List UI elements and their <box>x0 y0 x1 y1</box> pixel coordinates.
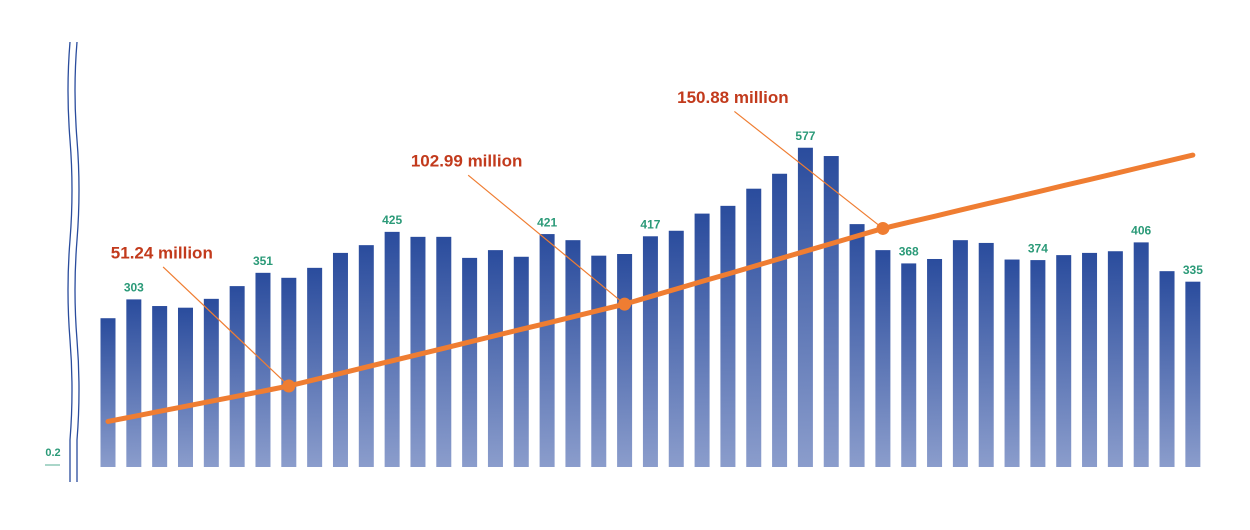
bar <box>203 298 219 467</box>
bar <box>668 230 684 467</box>
bar <box>1107 251 1123 467</box>
bar-value-label: 425 <box>382 213 402 227</box>
bar <box>952 240 968 467</box>
bar <box>565 240 581 467</box>
annotation: 102.99 million <box>411 152 523 171</box>
bar <box>462 257 478 467</box>
bar <box>229 286 245 467</box>
bar-value-label: 406 <box>1131 224 1151 238</box>
bar <box>1185 281 1201 467</box>
bar <box>746 188 762 467</box>
line-point <box>618 297 632 311</box>
bar <box>255 272 271 467</box>
bar <box>849 224 865 467</box>
bar <box>823 156 839 467</box>
bar <box>1159 271 1175 467</box>
bar <box>539 234 555 467</box>
y-tick-label: 0.2 <box>45 447 60 459</box>
line-point <box>282 379 296 393</box>
bar <box>1030 260 1046 467</box>
bar <box>797 147 813 468</box>
bar <box>332 252 348 467</box>
line-point <box>876 221 890 235</box>
bar <box>901 263 917 467</box>
bar <box>720 205 736 467</box>
bar <box>487 250 503 467</box>
annotation: 150.88 million <box>677 88 789 107</box>
bar-value-label: 421 <box>537 215 557 229</box>
bar <box>410 236 426 467</box>
bar <box>307 267 323 467</box>
bar-value-label: 335 <box>1183 263 1203 277</box>
bar <box>100 318 116 467</box>
bar <box>126 299 142 467</box>
bar <box>281 277 297 467</box>
bar <box>1133 242 1149 467</box>
bar <box>152 306 168 467</box>
bar-value-label: 351 <box>253 254 273 268</box>
bar <box>177 307 193 467</box>
annotation-leader <box>162 266 290 387</box>
axis-break <box>74 41 80 482</box>
annotation-leader <box>467 174 625 305</box>
bar <box>927 258 943 467</box>
bar <box>384 231 400 467</box>
bar <box>772 173 788 467</box>
bar-value-label: 577 <box>795 129 815 143</box>
bar <box>1004 259 1020 467</box>
bar-value-label: 417 <box>640 217 660 231</box>
annotation: 51.24 million <box>111 243 213 262</box>
bar <box>617 254 633 467</box>
annotation-leader <box>734 110 884 229</box>
bar <box>1056 255 1072 467</box>
bar <box>1082 252 1098 467</box>
bar <box>978 242 994 467</box>
bar-value-label: 374 <box>1028 241 1048 255</box>
bar <box>513 256 529 467</box>
bar <box>358 245 374 467</box>
bar-value-label: 368 <box>899 245 919 259</box>
bar <box>875 250 891 467</box>
axis-break <box>67 41 73 482</box>
bar-value-label: 303 <box>124 281 144 295</box>
bar <box>642 236 658 467</box>
bar <box>694 213 710 467</box>
bar <box>436 236 452 467</box>
